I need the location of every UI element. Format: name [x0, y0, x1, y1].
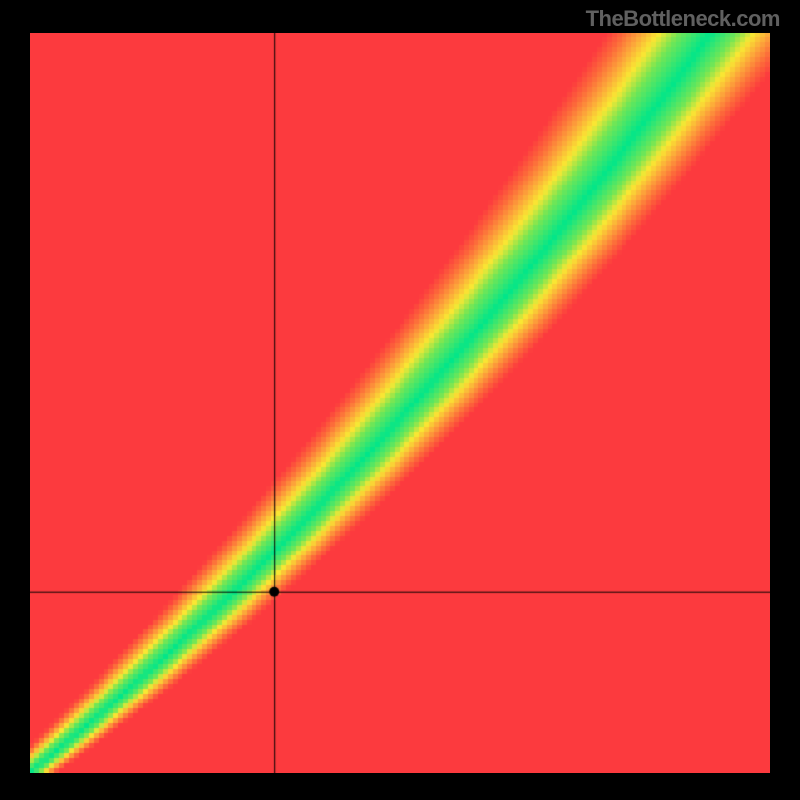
watermark-text: TheBottleneck.com: [586, 6, 780, 32]
bottleneck-heatmap: [30, 33, 770, 773]
